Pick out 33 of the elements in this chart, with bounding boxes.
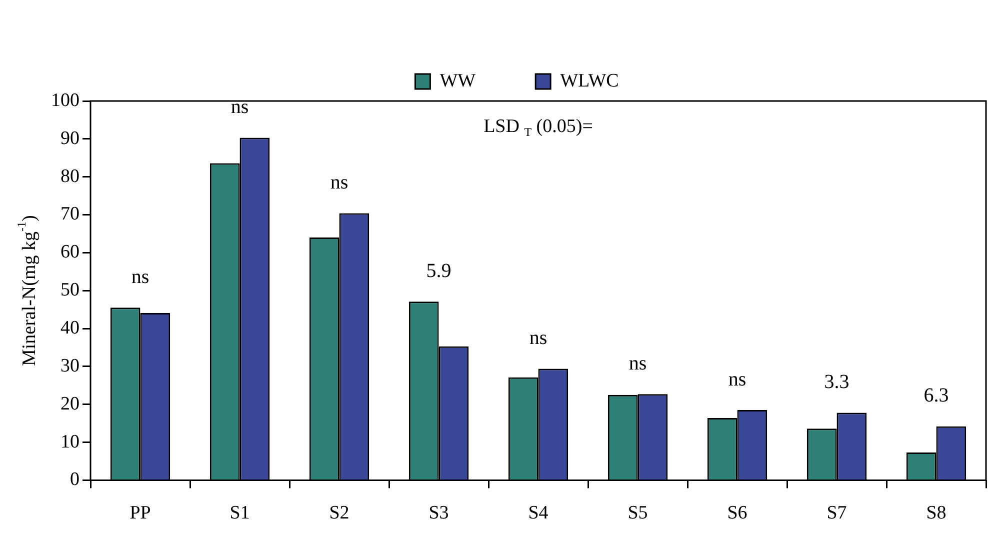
x-tick-label: PP [130, 502, 151, 524]
annotation: 5.9 [426, 260, 452, 282]
x-tick-label: S8 [926, 502, 946, 524]
x-tick-label: S4 [528, 502, 549, 524]
annotation: ns [628, 352, 647, 374]
y-tick-label: 40 [60, 318, 80, 339]
y-tick-label: 100 [51, 90, 80, 111]
annotation: LSD T (0.05)= [484, 116, 593, 139]
x-tick-label: S7 [826, 502, 847, 524]
annotation: ns [529, 326, 548, 349]
y-tick-label: 10 [60, 431, 80, 452]
x-tick-label: S3 [428, 502, 449, 524]
x-tick-label: S5 [628, 502, 648, 524]
x-tick-label: S6 [727, 502, 748, 524]
annotation: ns [230, 96, 249, 118]
y-tick-label: 20 [60, 393, 80, 414]
y-tick-label: 50 [60, 280, 80, 301]
annotation: ns [131, 266, 150, 288]
y-tick-label: 30 [60, 355, 80, 376]
y-tick-label: 60 [60, 242, 80, 263]
annotation: ns [330, 171, 348, 194]
x-tick-label: S2 [329, 502, 350, 524]
x-tick-label: S1 [230, 502, 250, 524]
legend-label: WW [440, 70, 476, 92]
y-tick-label: 0 [70, 469, 80, 490]
y-tick-label: 70 [60, 204, 80, 225]
annotation: 3.3 [824, 370, 850, 393]
y-tick-label: 90 [60, 128, 80, 149]
annotation: ns [728, 368, 746, 390]
y-axis-title: Mineral-N(mg kg-1) [14, 215, 40, 366]
legend-label: WLWC [560, 70, 619, 92]
y-tick-label: 80 [60, 166, 80, 187]
annotation: 6.3 [924, 384, 949, 407]
